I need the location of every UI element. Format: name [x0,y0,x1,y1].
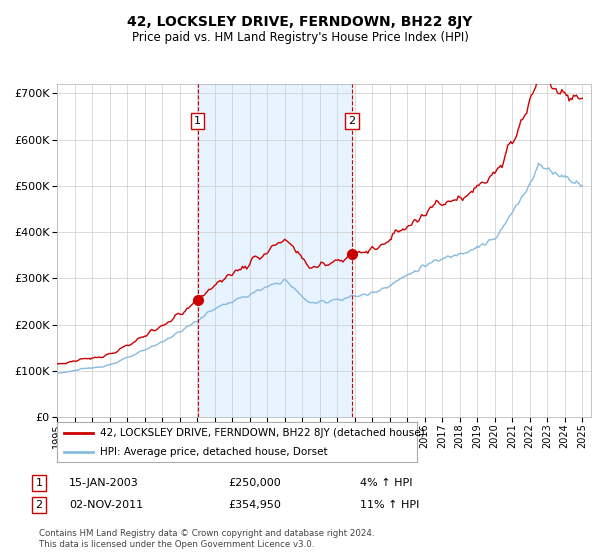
Text: £250,000: £250,000 [228,478,281,488]
Text: Contains HM Land Registry data © Crown copyright and database right 2024.
This d: Contains HM Land Registry data © Crown c… [39,529,374,549]
Text: 1: 1 [194,116,201,125]
Text: HPI: Average price, detached house, Dorset: HPI: Average price, detached house, Dors… [100,447,328,457]
Text: 11% ↑ HPI: 11% ↑ HPI [360,500,419,510]
Text: 02-NOV-2011: 02-NOV-2011 [69,500,143,510]
Text: 4% ↑ HPI: 4% ↑ HPI [360,478,413,488]
Bar [198,84,352,417]
Text: 2: 2 [35,500,43,510]
Text: 42, LOCKSLEY DRIVE, FERNDOWN, BH22 8JY: 42, LOCKSLEY DRIVE, FERNDOWN, BH22 8JY [127,15,473,29]
Text: £354,950: £354,950 [228,500,281,510]
Text: 42, LOCKSLEY DRIVE, FERNDOWN, BH22 8JY (detached house): 42, LOCKSLEY DRIVE, FERNDOWN, BH22 8JY (… [100,428,425,438]
Text: Price paid vs. HM Land Registry's House Price Index (HPI): Price paid vs. HM Land Registry's House … [131,31,469,44]
Text: 1: 1 [35,478,43,488]
Text: 15-JAN-2003: 15-JAN-2003 [69,478,139,488]
Text: 2: 2 [348,116,355,125]
